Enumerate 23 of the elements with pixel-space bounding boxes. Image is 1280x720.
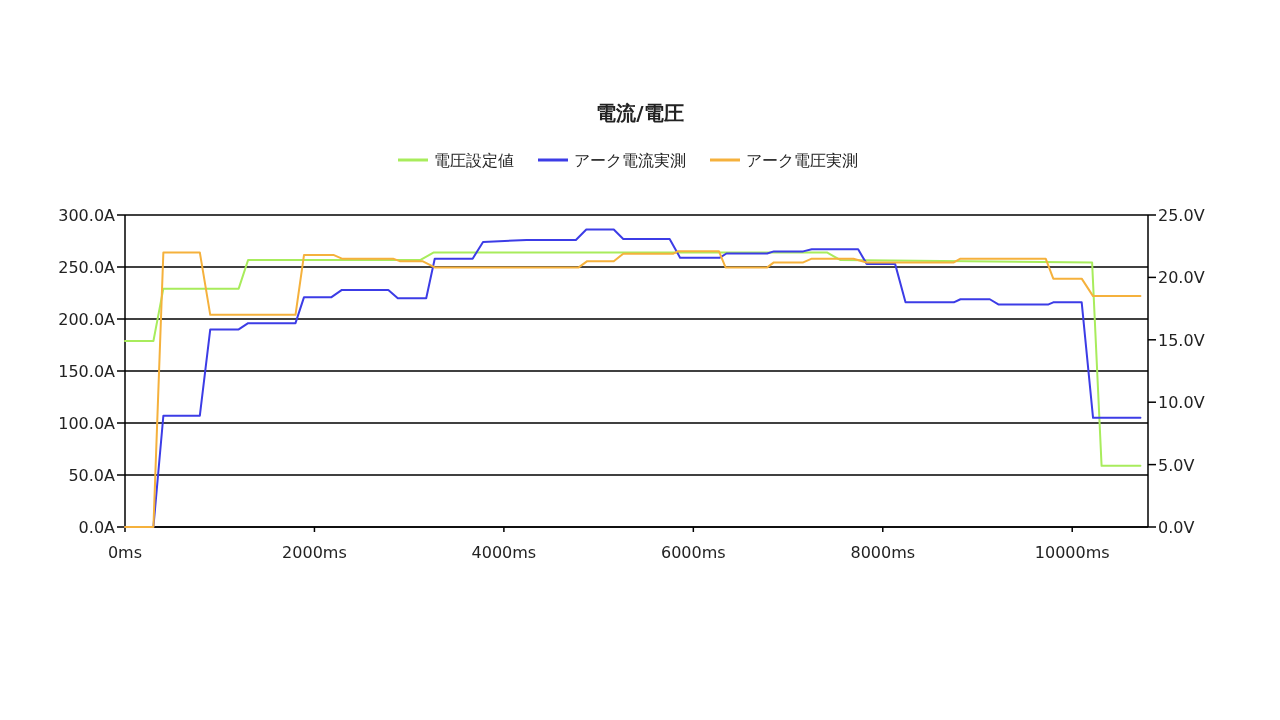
y2-tick-label: 20.0V — [1158, 268, 1205, 288]
y2-tick-label: 25.0V — [1158, 206, 1205, 225]
legend-label: アーク電圧実測 — [746, 151, 858, 170]
y2-tick-label: 0.0V — [1158, 518, 1195, 537]
legend-label: 電圧設定値 — [434, 151, 514, 170]
legend-label: アーク電流実測 — [574, 151, 686, 170]
y2-tick-label: 10.0V — [1158, 393, 1205, 413]
y-tick-label: 300.0A — [58, 206, 116, 225]
x-tick-label: 2000ms — [282, 543, 347, 562]
y-tick-label: 50.0A — [68, 466, 116, 485]
y-tick-label: 200.0A — [58, 310, 116, 329]
x-tick-label: 6000ms — [661, 543, 726, 562]
x-tick-label: 8000ms — [850, 543, 916, 562]
x-tick-label: 4000ms — [471, 543, 537, 562]
x-tick-label: 10000ms — [1034, 543, 1110, 562]
x-tick-label: 0ms — [107, 543, 143, 562]
y-tick-label: 250.0A — [58, 258, 116, 277]
y-tick-label: 0.0A — [78, 518, 116, 537]
y2-tick-label: 15.0V — [1158, 330, 1205, 350]
y-tick-label: 100.0A — [58, 414, 116, 433]
y2-tick-label: 5.0V — [1158, 455, 1195, 475]
chart-title: 電流/電圧 — [596, 101, 684, 125]
y-tick-label: 150.0A — [58, 362, 116, 381]
